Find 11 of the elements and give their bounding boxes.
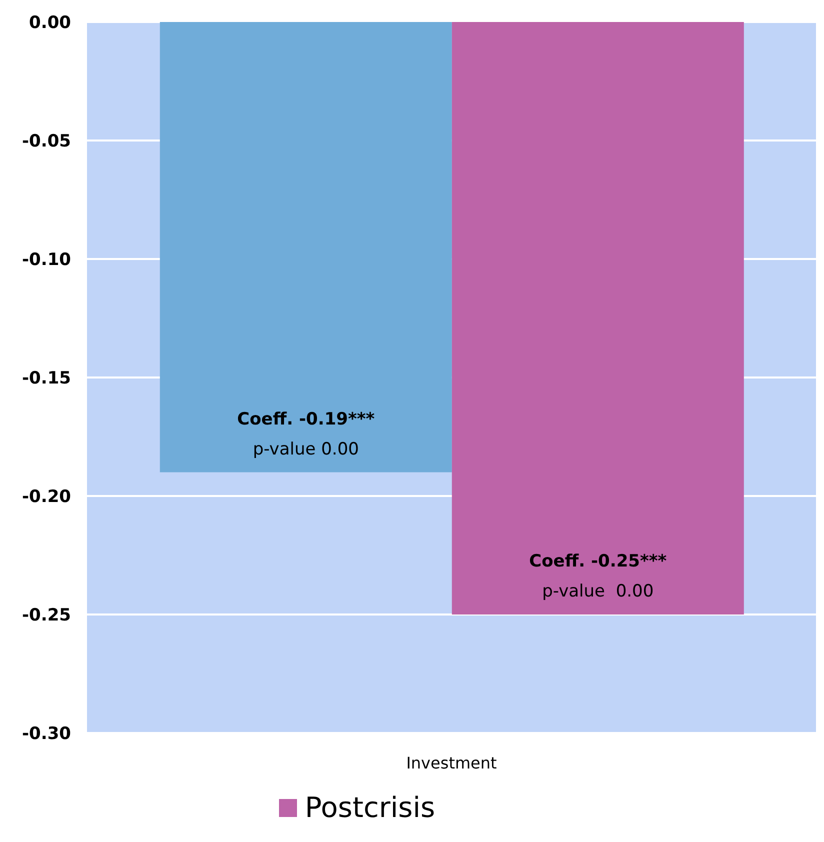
y-tick-label: -0.15 (22, 368, 71, 389)
y-tick-label: -0.30 (22, 724, 72, 744)
y-tick-label: -0.25 (22, 606, 71, 626)
data-label: Coeff. -0.19*** p-value 0.00 (237, 409, 375, 460)
legend-label: Postcrisis (304, 791, 436, 824)
y-tick-label: -0.10 (22, 250, 72, 270)
x-tick-label: Investment (406, 753, 497, 772)
data-label: Coeff. -0.25*** p-value 0.00 (529, 552, 667, 602)
y-tick-label: 0.00 (29, 13, 72, 34)
y-tick-label: -0.05 (22, 132, 71, 152)
y-tick-label: -0.20 (22, 487, 72, 508)
